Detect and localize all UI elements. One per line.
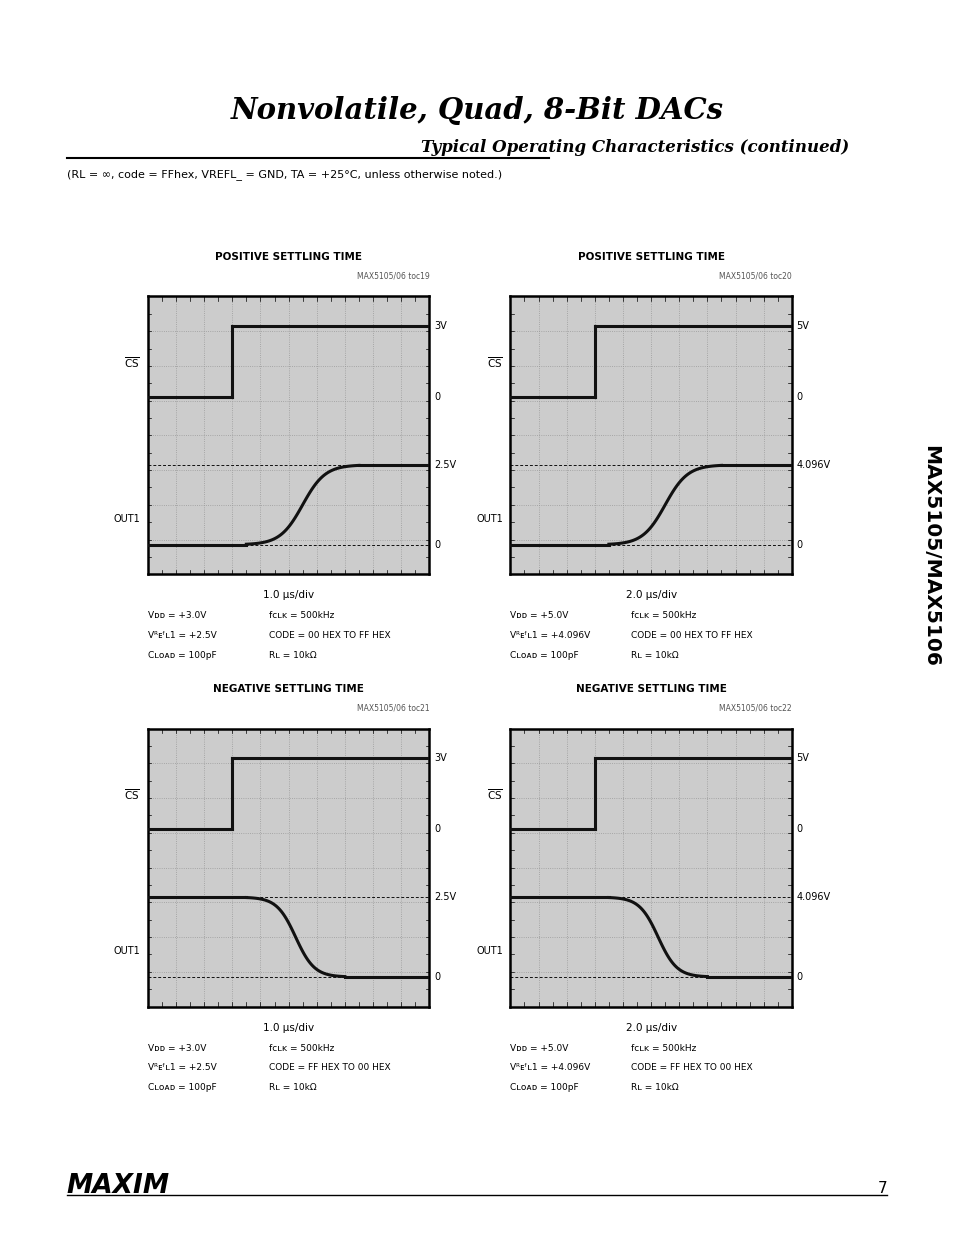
- Text: $\overline{\mathrm{CS}}$: $\overline{\mathrm{CS}}$: [124, 787, 140, 802]
- Text: 0: 0: [434, 972, 439, 982]
- Text: 1.0 μs/div: 1.0 μs/div: [263, 1023, 314, 1032]
- Text: Vᴅᴅ = +5.0V: Vᴅᴅ = +5.0V: [510, 1044, 568, 1052]
- Text: 0: 0: [796, 393, 801, 403]
- Text: Cʟᴏᴀᴅ = 100pF: Cʟᴏᴀᴅ = 100pF: [510, 651, 578, 659]
- Text: MAX5105/06 toc19: MAX5105/06 toc19: [356, 272, 429, 280]
- Text: 4.096V: 4.096V: [796, 459, 830, 469]
- Text: CODE = 00 HEX TO FF HEX: CODE = 00 HEX TO FF HEX: [269, 631, 390, 640]
- Text: 1.0 μs/div: 1.0 μs/div: [263, 590, 314, 600]
- Text: (RL = ∞, code = FFhex, VREFL_ = GND, TA = +25°C, unless otherwise noted.): (RL = ∞, code = FFhex, VREFL_ = GND, TA …: [67, 169, 501, 180]
- Text: 0: 0: [796, 825, 801, 835]
- Text: 3V: 3V: [434, 753, 446, 763]
- Text: MAX5105/MAX5106: MAX5105/MAX5106: [920, 445, 939, 667]
- Text: 0: 0: [796, 972, 801, 982]
- Text: OUT1: OUT1: [476, 946, 502, 956]
- Text: Cʟᴏᴀᴅ = 100pF: Cʟᴏᴀᴅ = 100pF: [510, 1083, 578, 1092]
- Text: Typical Operating Characteristics (continued): Typical Operating Characteristics (conti…: [420, 138, 848, 156]
- Text: $\overline{\mathrm{CS}}$: $\overline{\mathrm{CS}}$: [486, 354, 502, 369]
- Text: fᴄʟᴋ = 500kHz: fᴄʟᴋ = 500kHz: [631, 611, 696, 620]
- Text: $\overline{\mathrm{CS}}$: $\overline{\mathrm{CS}}$: [486, 787, 502, 802]
- Text: MAX5105/06 toc21: MAX5105/06 toc21: [356, 704, 429, 713]
- Text: 4.096V: 4.096V: [796, 892, 830, 902]
- Text: fᴄʟᴋ = 500kHz: fᴄʟᴋ = 500kHz: [269, 611, 334, 620]
- Text: 7: 7: [877, 1181, 886, 1195]
- Text: POSITIVE SETTLING TIME: POSITIVE SETTLING TIME: [577, 252, 724, 262]
- Text: Rʟ = 10kΩ: Rʟ = 10kΩ: [631, 651, 679, 659]
- Text: OUT1: OUT1: [113, 514, 140, 524]
- Text: 2.0 μs/div: 2.0 μs/div: [625, 1023, 676, 1032]
- Text: 2.0 μs/div: 2.0 μs/div: [625, 590, 676, 600]
- Text: Vᴿᴇᶠʟ1 = +4.096V: Vᴿᴇᶠʟ1 = +4.096V: [510, 631, 590, 640]
- Text: CODE = FF HEX TO 00 HEX: CODE = FF HEX TO 00 HEX: [269, 1063, 390, 1072]
- Text: fᴄʟᴋ = 500kHz: fᴄʟᴋ = 500kHz: [631, 1044, 696, 1052]
- Text: OUT1: OUT1: [113, 946, 140, 956]
- Text: MAXIM: MAXIM: [67, 1172, 170, 1199]
- Text: Vᴅᴅ = +5.0V: Vᴅᴅ = +5.0V: [510, 611, 568, 620]
- Text: 3V: 3V: [434, 321, 446, 331]
- Text: Cʟᴏᴀᴅ = 100pF: Cʟᴏᴀᴅ = 100pF: [148, 651, 216, 659]
- Text: 0: 0: [434, 825, 439, 835]
- Text: 5V: 5V: [796, 753, 808, 763]
- Text: 0: 0: [434, 393, 439, 403]
- Text: Rʟ = 10kΩ: Rʟ = 10kΩ: [269, 651, 316, 659]
- Text: 0: 0: [434, 540, 439, 550]
- Text: Vᴅᴅ = +3.0V: Vᴅᴅ = +3.0V: [148, 1044, 206, 1052]
- Text: CODE = FF HEX TO 00 HEX: CODE = FF HEX TO 00 HEX: [631, 1063, 752, 1072]
- Text: NEGATIVE SETTLING TIME: NEGATIVE SETTLING TIME: [213, 684, 364, 694]
- Text: Vᴿᴇᶠʟ1 = +2.5V: Vᴿᴇᶠʟ1 = +2.5V: [148, 631, 216, 640]
- Text: $\overline{\mathrm{CS}}$: $\overline{\mathrm{CS}}$: [124, 354, 140, 369]
- Text: fᴄʟᴋ = 500kHz: fᴄʟᴋ = 500kHz: [269, 1044, 334, 1052]
- Text: POSITIVE SETTLING TIME: POSITIVE SETTLING TIME: [214, 252, 362, 262]
- Text: OUT1: OUT1: [476, 514, 502, 524]
- Text: 0: 0: [796, 540, 801, 550]
- Text: Cʟᴏᴀᴅ = 100pF: Cʟᴏᴀᴅ = 100pF: [148, 1083, 216, 1092]
- Text: Vᴿᴇᶠʟ1 = +4.096V: Vᴿᴇᶠʟ1 = +4.096V: [510, 1063, 590, 1072]
- Text: NEGATIVE SETTLING TIME: NEGATIVE SETTLING TIME: [575, 684, 726, 694]
- Text: MAX5105/06 toc20: MAX5105/06 toc20: [719, 272, 791, 280]
- Text: Nonvolatile, Quad, 8-Bit DACs: Nonvolatile, Quad, 8-Bit DACs: [231, 96, 722, 125]
- Text: Vᴿᴇᶠʟ1 = +2.5V: Vᴿᴇᶠʟ1 = +2.5V: [148, 1063, 216, 1072]
- Text: Rʟ = 10kΩ: Rʟ = 10kΩ: [631, 1083, 679, 1092]
- Text: 5V: 5V: [796, 321, 808, 331]
- Text: 2.5V: 2.5V: [434, 459, 456, 469]
- Text: Rʟ = 10kΩ: Rʟ = 10kΩ: [269, 1083, 316, 1092]
- Text: 2.5V: 2.5V: [434, 892, 456, 902]
- Text: MAX5105/06 toc22: MAX5105/06 toc22: [719, 704, 791, 713]
- Text: Vᴅᴅ = +3.0V: Vᴅᴅ = +3.0V: [148, 611, 206, 620]
- Text: CODE = 00 HEX TO FF HEX: CODE = 00 HEX TO FF HEX: [631, 631, 752, 640]
